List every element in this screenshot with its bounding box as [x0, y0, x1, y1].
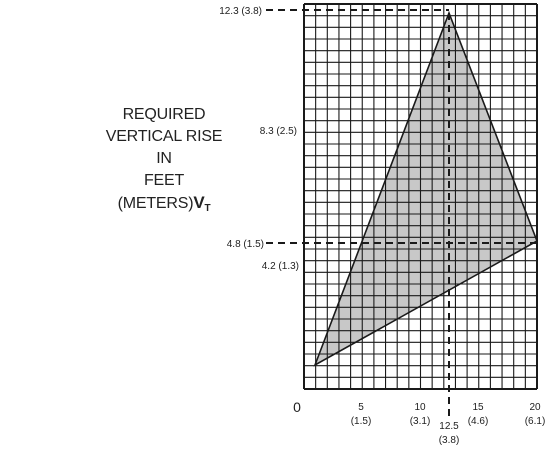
- x-tick-label: 10: [414, 402, 426, 413]
- x-tick-label: 5: [358, 402, 364, 413]
- x-tick-label-metric: (4.6): [468, 416, 489, 427]
- rise-triangle: [313, 10, 538, 367]
- x-marker-label-metric: (3.8): [439, 435, 460, 446]
- y-axis-title: REQUIRED VERTICAL RISE IN FEET (METERS)V…: [98, 104, 230, 220]
- x-tick-label: 20: [529, 402, 541, 413]
- vt-symbol: V: [193, 193, 205, 212]
- x-tick-label-metric: (3.1): [410, 416, 431, 427]
- y-tick-label: 12.3 (3.8): [219, 6, 262, 17]
- y-axis-title-line2: VERTICAL RISE IN: [105, 128, 223, 167]
- y-tick-label: 4.8 (1.5): [227, 239, 264, 250]
- x-tick-label-metric: (6.1): [525, 416, 546, 427]
- x-tick-label: 15: [472, 402, 484, 413]
- reference-lines: [266, 9, 537, 418]
- y-tick-label: 4.2 (1.3): [262, 261, 299, 272]
- y-axis-title-line1: REQUIRED: [122, 106, 206, 123]
- x-tick-label: 0: [293, 399, 301, 415]
- y-axis-title-units: FEET (METERS): [117, 172, 194, 212]
- grid: [303, 3, 538, 390]
- x-tick-label-metric: (1.5): [351, 416, 372, 427]
- y-tick-label: 8.3 (2.5): [260, 126, 297, 137]
- x-marker-label: 12.5: [439, 421, 459, 432]
- vt-subscript: T: [204, 203, 211, 214]
- y-axis-title-line3: FEET (METERS)VT: [98, 170, 230, 220]
